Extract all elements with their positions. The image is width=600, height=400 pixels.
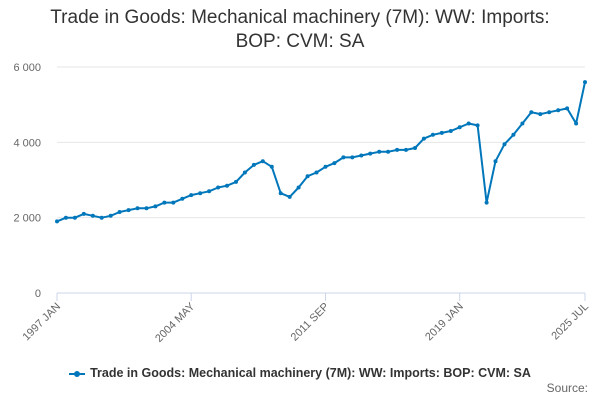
x-tick-label: 2011 SEP xyxy=(289,301,332,344)
grid-lines xyxy=(57,66,585,219)
data-point xyxy=(574,121,579,126)
data-point xyxy=(493,159,498,164)
y-tick-label: 2 000 xyxy=(13,213,41,225)
x-tick-label: 2019 JAN xyxy=(423,301,466,344)
legend-swatch xyxy=(69,369,86,379)
data-point xyxy=(269,164,274,169)
data-point xyxy=(189,193,194,198)
data-point xyxy=(153,204,158,209)
data-point xyxy=(117,210,122,214)
data-point xyxy=(180,196,185,201)
data-point xyxy=(323,164,328,169)
data-point xyxy=(377,149,382,154)
data-point xyxy=(359,153,364,158)
data-point xyxy=(198,191,203,196)
data-point xyxy=(234,179,238,184)
x-tick-label: 2004 MAY xyxy=(153,300,198,345)
data-point xyxy=(565,106,570,111)
data-point xyxy=(144,206,149,211)
data-point xyxy=(55,219,59,224)
chart-title-line-1: Trade in Goods: Mechanical machinery (7M… xyxy=(50,7,550,28)
data-point xyxy=(448,129,453,133)
data-point xyxy=(466,121,471,126)
chart-title-line-2: BOP: CVM: SA xyxy=(235,31,365,52)
data-point xyxy=(395,147,400,152)
data-point xyxy=(368,151,373,156)
data-point xyxy=(135,206,140,211)
y-tick-label: 0 xyxy=(35,288,41,300)
data-point xyxy=(260,159,265,164)
data-point xyxy=(171,200,176,205)
data-point xyxy=(162,200,167,205)
axes: 0 2 000 4 000 6 000 1997 JAN 2004 MAY 2011 SEP… xyxy=(13,62,591,345)
data-point xyxy=(350,155,355,160)
data-point xyxy=(520,121,525,126)
data-point xyxy=(72,215,77,220)
data-point xyxy=(108,213,113,218)
data-point xyxy=(287,194,292,199)
data-point xyxy=(314,170,319,175)
chart-title: Trade in Goods: Mechanical machinery (7M… xyxy=(0,6,600,54)
data-point xyxy=(207,189,212,194)
data-point xyxy=(296,185,301,190)
data-point xyxy=(430,132,435,137)
data-point xyxy=(90,213,95,218)
data-point xyxy=(457,125,462,130)
data-point xyxy=(538,112,543,117)
data-point xyxy=(341,155,346,160)
series-line xyxy=(56,81,586,223)
data-point xyxy=(529,110,534,115)
credits[interactable]: Source: xyxy=(546,381,588,395)
data-point xyxy=(305,174,310,179)
data-point xyxy=(225,183,229,188)
legend-label: Trade in Goods: Mechanical machinery (7M… xyxy=(90,366,531,380)
data-point xyxy=(99,215,104,220)
data-point xyxy=(332,161,337,166)
series-layer xyxy=(55,80,587,224)
data-point xyxy=(242,170,247,175)
data-point xyxy=(216,185,221,190)
data-point xyxy=(502,142,507,147)
data-point xyxy=(386,149,391,154)
data-point xyxy=(126,208,131,213)
data-point xyxy=(511,132,516,137)
data-point xyxy=(583,80,587,85)
data-point xyxy=(278,191,283,196)
data-point xyxy=(404,147,408,152)
data-point xyxy=(475,123,480,128)
data-point xyxy=(63,215,68,220)
data-point xyxy=(421,136,426,141)
data-point xyxy=(439,130,444,135)
data-point xyxy=(484,200,489,205)
y-tick-label: 4 000 xyxy=(13,137,41,149)
data-point xyxy=(556,108,561,113)
y-tick-label: 6 000 xyxy=(13,62,41,74)
x-tick-label: 1997 JAN xyxy=(20,301,63,344)
x-tick-label: 2025 JUL xyxy=(549,301,591,343)
data-point xyxy=(81,211,86,216)
data-point xyxy=(251,162,256,167)
legend[interactable]: Trade in Goods: Mechanical machinery (7M… xyxy=(0,366,600,380)
data-point xyxy=(413,146,417,150)
data-point xyxy=(547,110,552,115)
